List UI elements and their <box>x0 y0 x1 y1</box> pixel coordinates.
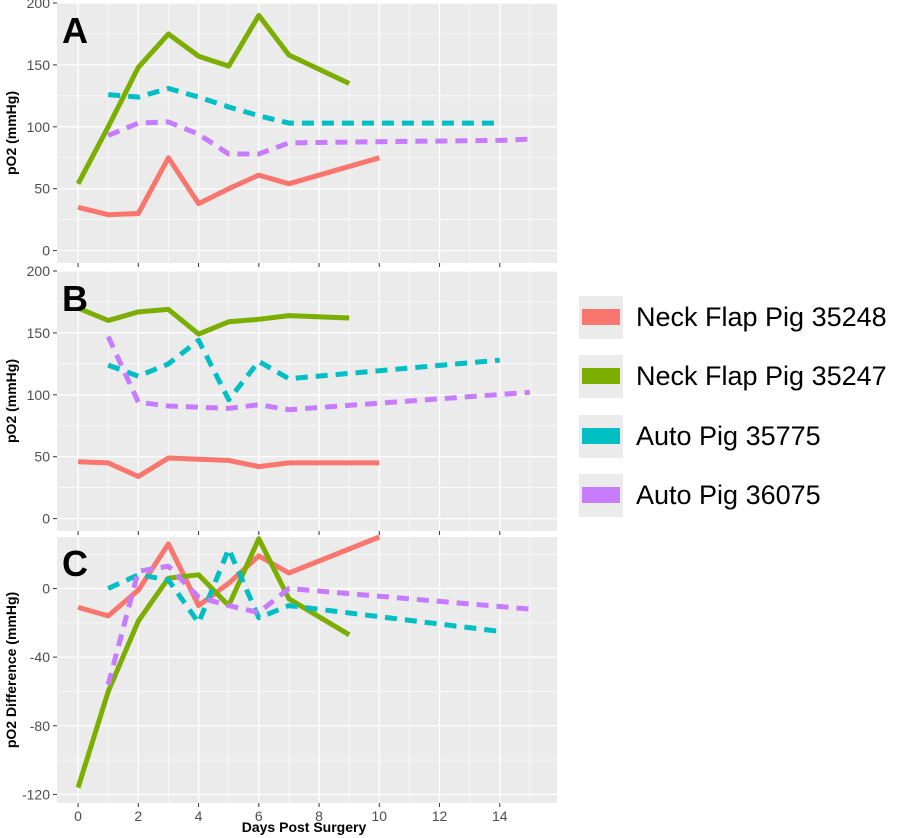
x-axis-label: Days Post Surgery <box>242 819 367 835</box>
x-tick-label: 6 <box>255 808 263 824</box>
legend-label: Neck Flap Pig 35247 <box>636 361 887 391</box>
y-tick-label: 100 <box>27 387 51 403</box>
y-tick-label: 0 <box>42 580 50 596</box>
y-axis-label: pO2 (mmHg) <box>3 359 19 443</box>
x-tick-label: 4 <box>195 808 203 824</box>
legend: Neck Flap Pig 35248 Neck Flap Pig 35247 Au… <box>579 296 887 517</box>
y-tick-label: 150 <box>27 57 51 73</box>
series-line-auto-pig-36075 <box>107 119 530 157</box>
series-line-neck-flap-pig-35247 <box>75 12 351 185</box>
series-line-neck-flap-pig-35247 <box>77 305 350 337</box>
panel-label-B: B <box>62 278 88 319</box>
panel-background <box>57 3 557 263</box>
series-line-auto-pig-35775 <box>107 85 500 126</box>
panel-label-A: A <box>62 10 88 51</box>
panel-C: -120 -80 -40 0 0 2 4 6 8 10 12 14 pO2 Difference (mm… <box>3 534 557 824</box>
legend-key-swatch <box>582 487 620 503</box>
legend-item: Neck Flap Pig 35247 <box>579 355 887 398</box>
legend-label: Auto Pig 36075 <box>636 480 821 510</box>
panel-background <box>57 537 557 803</box>
panel-B: 0 50 100 150 200 pO2 (mmHg) <box>3 263 557 535</box>
panel-A: 0 50 100 150 200 pO2 (mmHg) <box>3 0 557 267</box>
y-tick-label: -80 <box>30 718 50 734</box>
y-tick-label: 0 <box>42 243 50 259</box>
series-line-neck-flap-pig-35247 <box>75 536 351 789</box>
legend-label: Neck Flap Pig 35248 <box>636 302 887 332</box>
series-line-neck-flap-pig-35248 <box>77 155 380 218</box>
panel-label-C: C <box>62 543 88 584</box>
series-line-neck-flap-pig-35248 <box>78 455 380 479</box>
y-axis-label: pO2 Difference (mmHg) <box>3 592 19 748</box>
panel-background <box>57 271 557 531</box>
series-line-auto-pig-35775 <box>107 337 501 403</box>
legend-item: Auto Pig 36075 <box>579 474 821 517</box>
legend-key-swatch <box>582 428 620 444</box>
y-tick-label: 200 <box>27 263 51 279</box>
y-tick-label: 50 <box>34 449 50 465</box>
legend-key-swatch <box>582 309 620 325</box>
y-tick-label: 0 <box>42 511 50 527</box>
y-tick-label: -40 <box>30 649 50 665</box>
legend-item: Neck Flap Pig 35248 <box>579 296 887 339</box>
y-tick-label: 50 <box>34 181 50 197</box>
x-tick-label: 8 <box>315 808 323 824</box>
legend-key-swatch <box>582 368 620 384</box>
series-line-neck-flap-pig-35248 <box>77 534 381 619</box>
x-tick-label: 2 <box>134 808 142 824</box>
x-tick-label: 12 <box>432 808 448 824</box>
y-tick-label: 100 <box>27 119 51 135</box>
legend-label: Auto Pig 35775 <box>636 421 821 451</box>
y-tick-label: -120 <box>22 786 50 802</box>
y-tick-label: 150 <box>27 325 51 341</box>
y-tick-label: 200 <box>27 0 51 11</box>
x-tick-label: 14 <box>492 808 508 824</box>
x-tick-label: 0 <box>74 808 82 824</box>
series-line-auto-pig-36075 <box>105 335 531 413</box>
y-axis-label: pO2 (mmHg) <box>3 91 19 175</box>
series-line-auto-pig-36075 <box>105 563 531 686</box>
x-tick-label: 10 <box>372 808 388 824</box>
legend-item: Auto Pig 35775 <box>579 415 821 458</box>
